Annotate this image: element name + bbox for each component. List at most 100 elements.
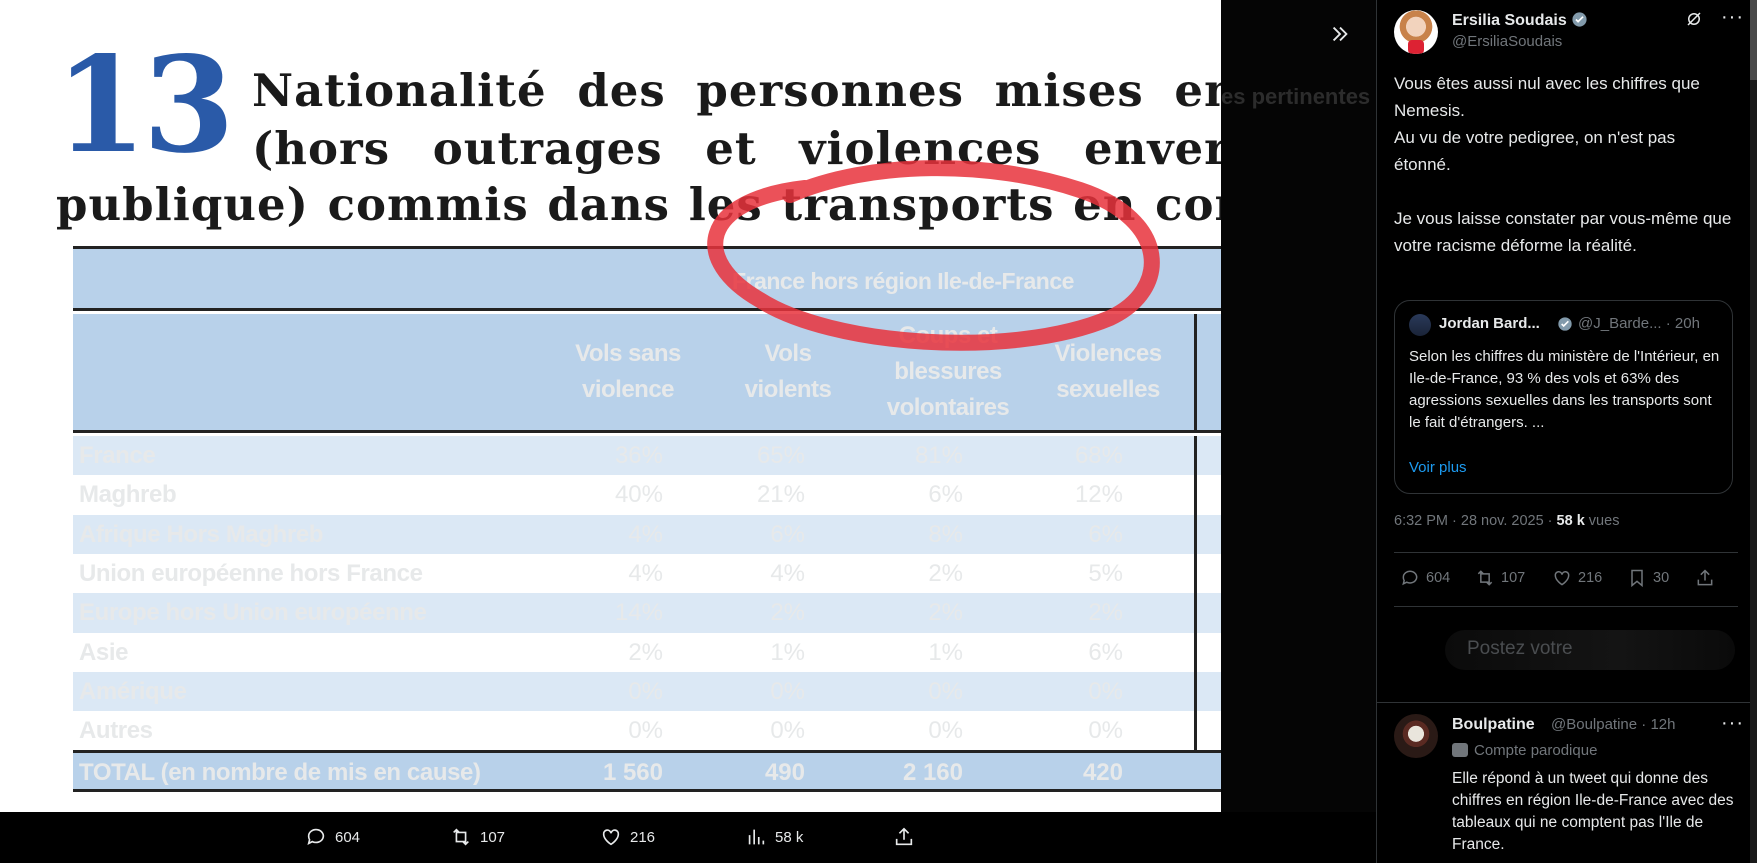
table-row: Maghreb 40% 21% 6% 12% — [73, 475, 1221, 516]
reply-button[interactable]: 604 — [305, 826, 360, 848]
repost-icon — [453, 828, 469, 846]
column-divider — [1194, 475, 1197, 516]
reply-icon — [307, 828, 325, 845]
quoted-tweet[interactable]: Jordan Bard... @J_Barde... · 20h Selon l… — [1394, 300, 1733, 494]
col-header-vols-sans-violence: Vols sans violence — [575, 340, 681, 403]
author-name-text: Ersilia Soudais — [1452, 12, 1567, 29]
col-header-violences-sexuelles: Violences sexuelles — [1054, 340, 1162, 403]
tweet-share-button[interactable] — [1695, 568, 1715, 588]
mask-icon — [1452, 743, 1468, 757]
cell-value: 36% — [614, 442, 663, 469]
cell-value: 4% — [770, 559, 805, 587]
reply-author-handle[interactable]: @Boulpatine · 12h — [1551, 716, 1676, 733]
timestamp[interactable]: 6:32 PM · 28 nov. 2025 · — [1394, 513, 1557, 529]
table-row: France 36% 65% 81% 68% — [73, 436, 1221, 476]
cell-value: 0% — [770, 677, 805, 705]
total-value: 2 160 — [902, 759, 963, 786]
cell-value: 81% — [914, 442, 963, 469]
tweet-like-button[interactable]: 216 — [1552, 568, 1602, 588]
cell-value: 0% — [628, 677, 663, 705]
row-label: Maghreb — [79, 481, 177, 509]
heart-icon — [602, 829, 620, 846]
column-divider — [1194, 436, 1197, 476]
author-handle[interactable]: @ErsiliaSoudais — [1452, 33, 1563, 50]
doc-title-line-2: (hors outrages et violences envers les — [252, 122, 1221, 175]
column-divider — [1194, 593, 1197, 634]
cell-value: 6% — [770, 520, 805, 548]
cell-value: 0% — [928, 717, 963, 745]
share-button[interactable] — [893, 826, 915, 848]
doc-title-line-3: publique) commis dans les transports en … — [56, 178, 1221, 231]
cell-value: 0% — [1088, 677, 1123, 705]
cell-value: 21% — [756, 481, 805, 509]
quote-text: Selon les chiffres du ministère de l'Int… — [1409, 348, 1720, 431]
author-avatar[interactable] — [1394, 10, 1438, 54]
cell-value: 40% — [614, 481, 663, 509]
reply-input[interactable]: Postez votre — [1445, 630, 1735, 670]
cell-value: 6% — [1088, 638, 1123, 666]
views-count: 58 k — [775, 828, 804, 846]
cell-value: 4% — [628, 559, 663, 587]
tweet-repost-button[interactable]: 107 — [1475, 568, 1525, 588]
repost-button[interactable]: 107 — [450, 826, 505, 848]
grok-icon[interactable] — [1685, 10, 1703, 33]
col-header-vols-violents: Vols violents — [744, 340, 832, 403]
tweet-bookmark-button[interactable]: 30 — [1627, 568, 1669, 588]
col-header-coups-blessures: Coups et blessures volontaires — [886, 322, 1010, 421]
quote-author-name: Jordan Bard... — [1439, 315, 1540, 332]
views-icon — [748, 829, 765, 845]
quote-author-handle: @J_Barde... · 20h — [1578, 315, 1700, 332]
expand-panel-button[interactable] — [1320, 14, 1360, 54]
author-name[interactable]: Ersilia Soudais — [1452, 11, 1588, 30]
tweet-panel: Ersilia Soudais @ErsiliaSoudais ··· Vous… — [1376, 0, 1757, 863]
like-button[interactable]: 216 — [600, 826, 655, 848]
cell-value: 6% — [1088, 520, 1123, 548]
ghost-heading: es pertinentes — [1221, 84, 1371, 109]
show-more-link[interactable]: Voir plus — [1409, 459, 1467, 476]
reply-placeholder: Postez votre — [1467, 638, 1573, 659]
bookmark-icon — [1631, 569, 1643, 588]
cell-value: 2% — [770, 599, 805, 627]
row-label: Afrique Hors Maghreb — [79, 520, 324, 548]
cell-value: 0% — [928, 677, 963, 705]
scrollbar[interactable] — [1750, 0, 1757, 863]
views-label: vues — [1584, 513, 1620, 529]
repost-count: 107 — [1501, 570, 1526, 586]
like-count: 216 — [1578, 570, 1603, 586]
more-options-icon[interactable]: ··· — [1721, 6, 1744, 28]
cell-value: 65% — [756, 442, 805, 469]
divider — [1394, 552, 1738, 553]
tweet-reply-button[interactable]: 604 — [1400, 568, 1450, 588]
divider — [1394, 606, 1738, 607]
column-divider — [1194, 314, 1197, 430]
reply-author-name[interactable]: Boulpatine — [1452, 716, 1535, 733]
views-button[interactable]: 58 k — [745, 826, 803, 848]
views-count: 58 k — [1556, 513, 1585, 529]
document-image: 13 Nationalité des personnes mises en ca… — [0, 0, 1221, 812]
like-count: 216 — [630, 828, 656, 846]
reply-icon — [1402, 570, 1418, 586]
background-sidebar: es pertinentes — [1221, 0, 1376, 863]
cell-value: 2% — [1088, 599, 1123, 627]
total-value: 490 — [764, 759, 805, 786]
cell-value: 14% — [614, 599, 663, 627]
total-value: 420 — [1082, 759, 1123, 786]
reply-author-avatar[interactable] — [1394, 714, 1438, 758]
divider — [1377, 702, 1757, 703]
table-row: Union européenne hors France 4% 4% 2% 5% — [73, 553, 1221, 594]
repost-count: 107 — [480, 828, 506, 846]
table-top-rule — [73, 246, 1221, 249]
cell-value: 0% — [1088, 717, 1123, 745]
cell-value: 2% — [628, 638, 663, 666]
doc-title-line-1: Nationalité des personnes mises en cau — [252, 64, 1221, 117]
reply-count: 604 — [335, 828, 361, 846]
cell-value: 4% — [628, 520, 663, 548]
table-row: Afrique Hors Maghreb 4% 6% 8% 6% — [73, 514, 1221, 555]
scrollbar-thumb[interactable] — [1750, 0, 1757, 80]
media-action-bar: 604 107 216 58 k — [0, 812, 1376, 863]
row-label: Asie — [79, 638, 129, 666]
bookmark-count: 30 — [1653, 570, 1670, 586]
more-options-icon[interactable]: ··· — [1721, 712, 1744, 734]
verified-badge-icon — [1572, 12, 1587, 27]
cell-value: 0% — [770, 717, 805, 745]
